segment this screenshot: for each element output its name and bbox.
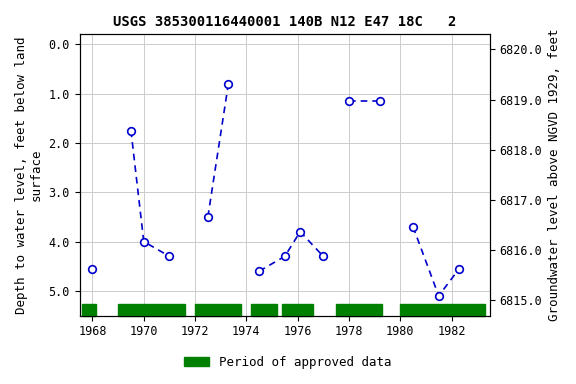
Y-axis label: Groundwater level above NGVD 1929, feet: Groundwater level above NGVD 1929, feet xyxy=(548,29,561,321)
Bar xyxy=(195,304,241,316)
Y-axis label: Depth to water level, feet below land
surface: Depth to water level, feet below land su… xyxy=(15,36,43,314)
Legend: Period of approved data: Period of approved data xyxy=(179,351,397,374)
Bar xyxy=(336,304,382,316)
Bar xyxy=(82,304,96,316)
Bar xyxy=(282,304,313,316)
Bar xyxy=(252,304,277,316)
Title: USGS 385300116440001 140B N12 E47 18C   2: USGS 385300116440001 140B N12 E47 18C 2 xyxy=(113,15,457,29)
Bar xyxy=(400,304,485,316)
Bar xyxy=(118,304,185,316)
